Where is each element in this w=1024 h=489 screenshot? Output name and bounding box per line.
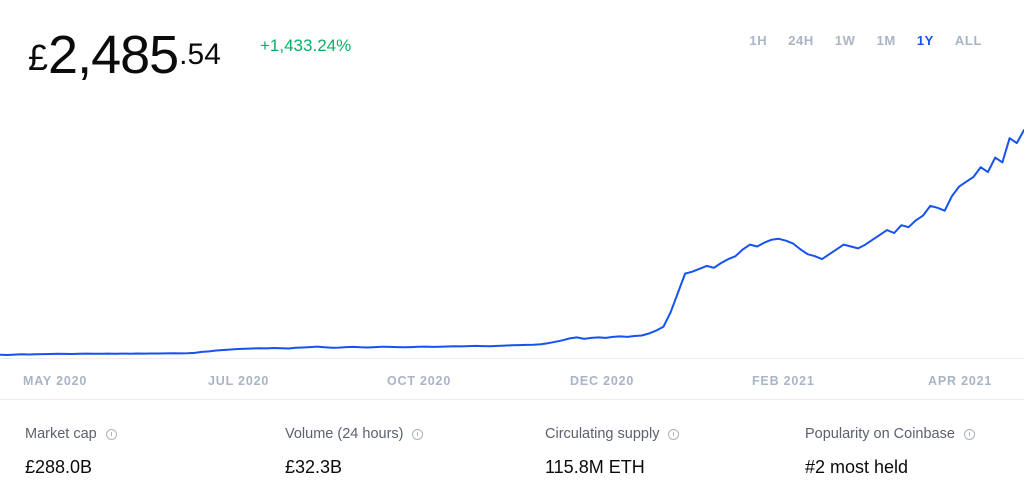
info-icon[interactable] [963,428,975,440]
stat-volume: Volume (24 hours) £32.3B [285,426,424,478]
stat-value: £288.0B [25,457,93,477]
x-tick-label: OCT 2020 [387,374,452,388]
range-all-button[interactable]: ALL [934,33,982,48]
price-decimal: .54 [179,38,221,71]
info-icon[interactable] [412,428,424,440]
price-chart[interactable] [0,110,1024,360]
stat-circulating-supply: Circulating supply 115.8M ETH [545,426,680,478]
x-tick-label: FEB 2021 [752,374,815,388]
range-selector: 1H 24H 1W 1M 1Y ALL [728,33,982,48]
x-tick-label: MAY 2020 [23,374,88,388]
stat-value: £32.3B [285,457,343,477]
price-change: +1,433.24% [260,36,352,55]
stats-panel: Market cap £288.0B Volume (24 hours) £32… [0,400,1024,489]
stat-label: Popularity on Coinbase [805,426,955,442]
range-1m-button[interactable]: 1M [856,33,896,48]
stat-market-cap: Market cap £288.0B [25,426,117,478]
range-1h-button[interactable]: 1H [728,33,767,48]
x-tick-label: JUL 2020 [208,374,270,388]
range-24h-button[interactable]: 24H [767,33,814,48]
stat-label: Circulating supply [545,426,660,442]
stat-label: Market cap [25,426,97,442]
price-line [0,129,1024,356]
range-1w-button[interactable]: 1W [814,33,856,48]
stat-label: Volume (24 hours) [285,426,404,442]
info-icon[interactable] [105,428,117,440]
range-1y-button[interactable]: 1Y [896,33,934,48]
info-icon[interactable] [668,428,680,440]
price-currency: £ [28,37,49,78]
stat-value: #2 most held [805,457,909,477]
x-tick-label: DEC 2020 [570,374,635,388]
x-tick-label: APR 2021 [928,374,993,388]
x-axis: MAY 2020 JUL 2020 OCT 2020 DEC 2020 FEB … [0,358,1024,400]
price-whole: 2,485 [48,25,179,85]
stat-value: 115.8M ETH [545,457,645,477]
stat-popularity: Popularity on Coinbase #2 most held [805,426,975,478]
price-display: £ 2,485 .54 [28,28,221,82]
